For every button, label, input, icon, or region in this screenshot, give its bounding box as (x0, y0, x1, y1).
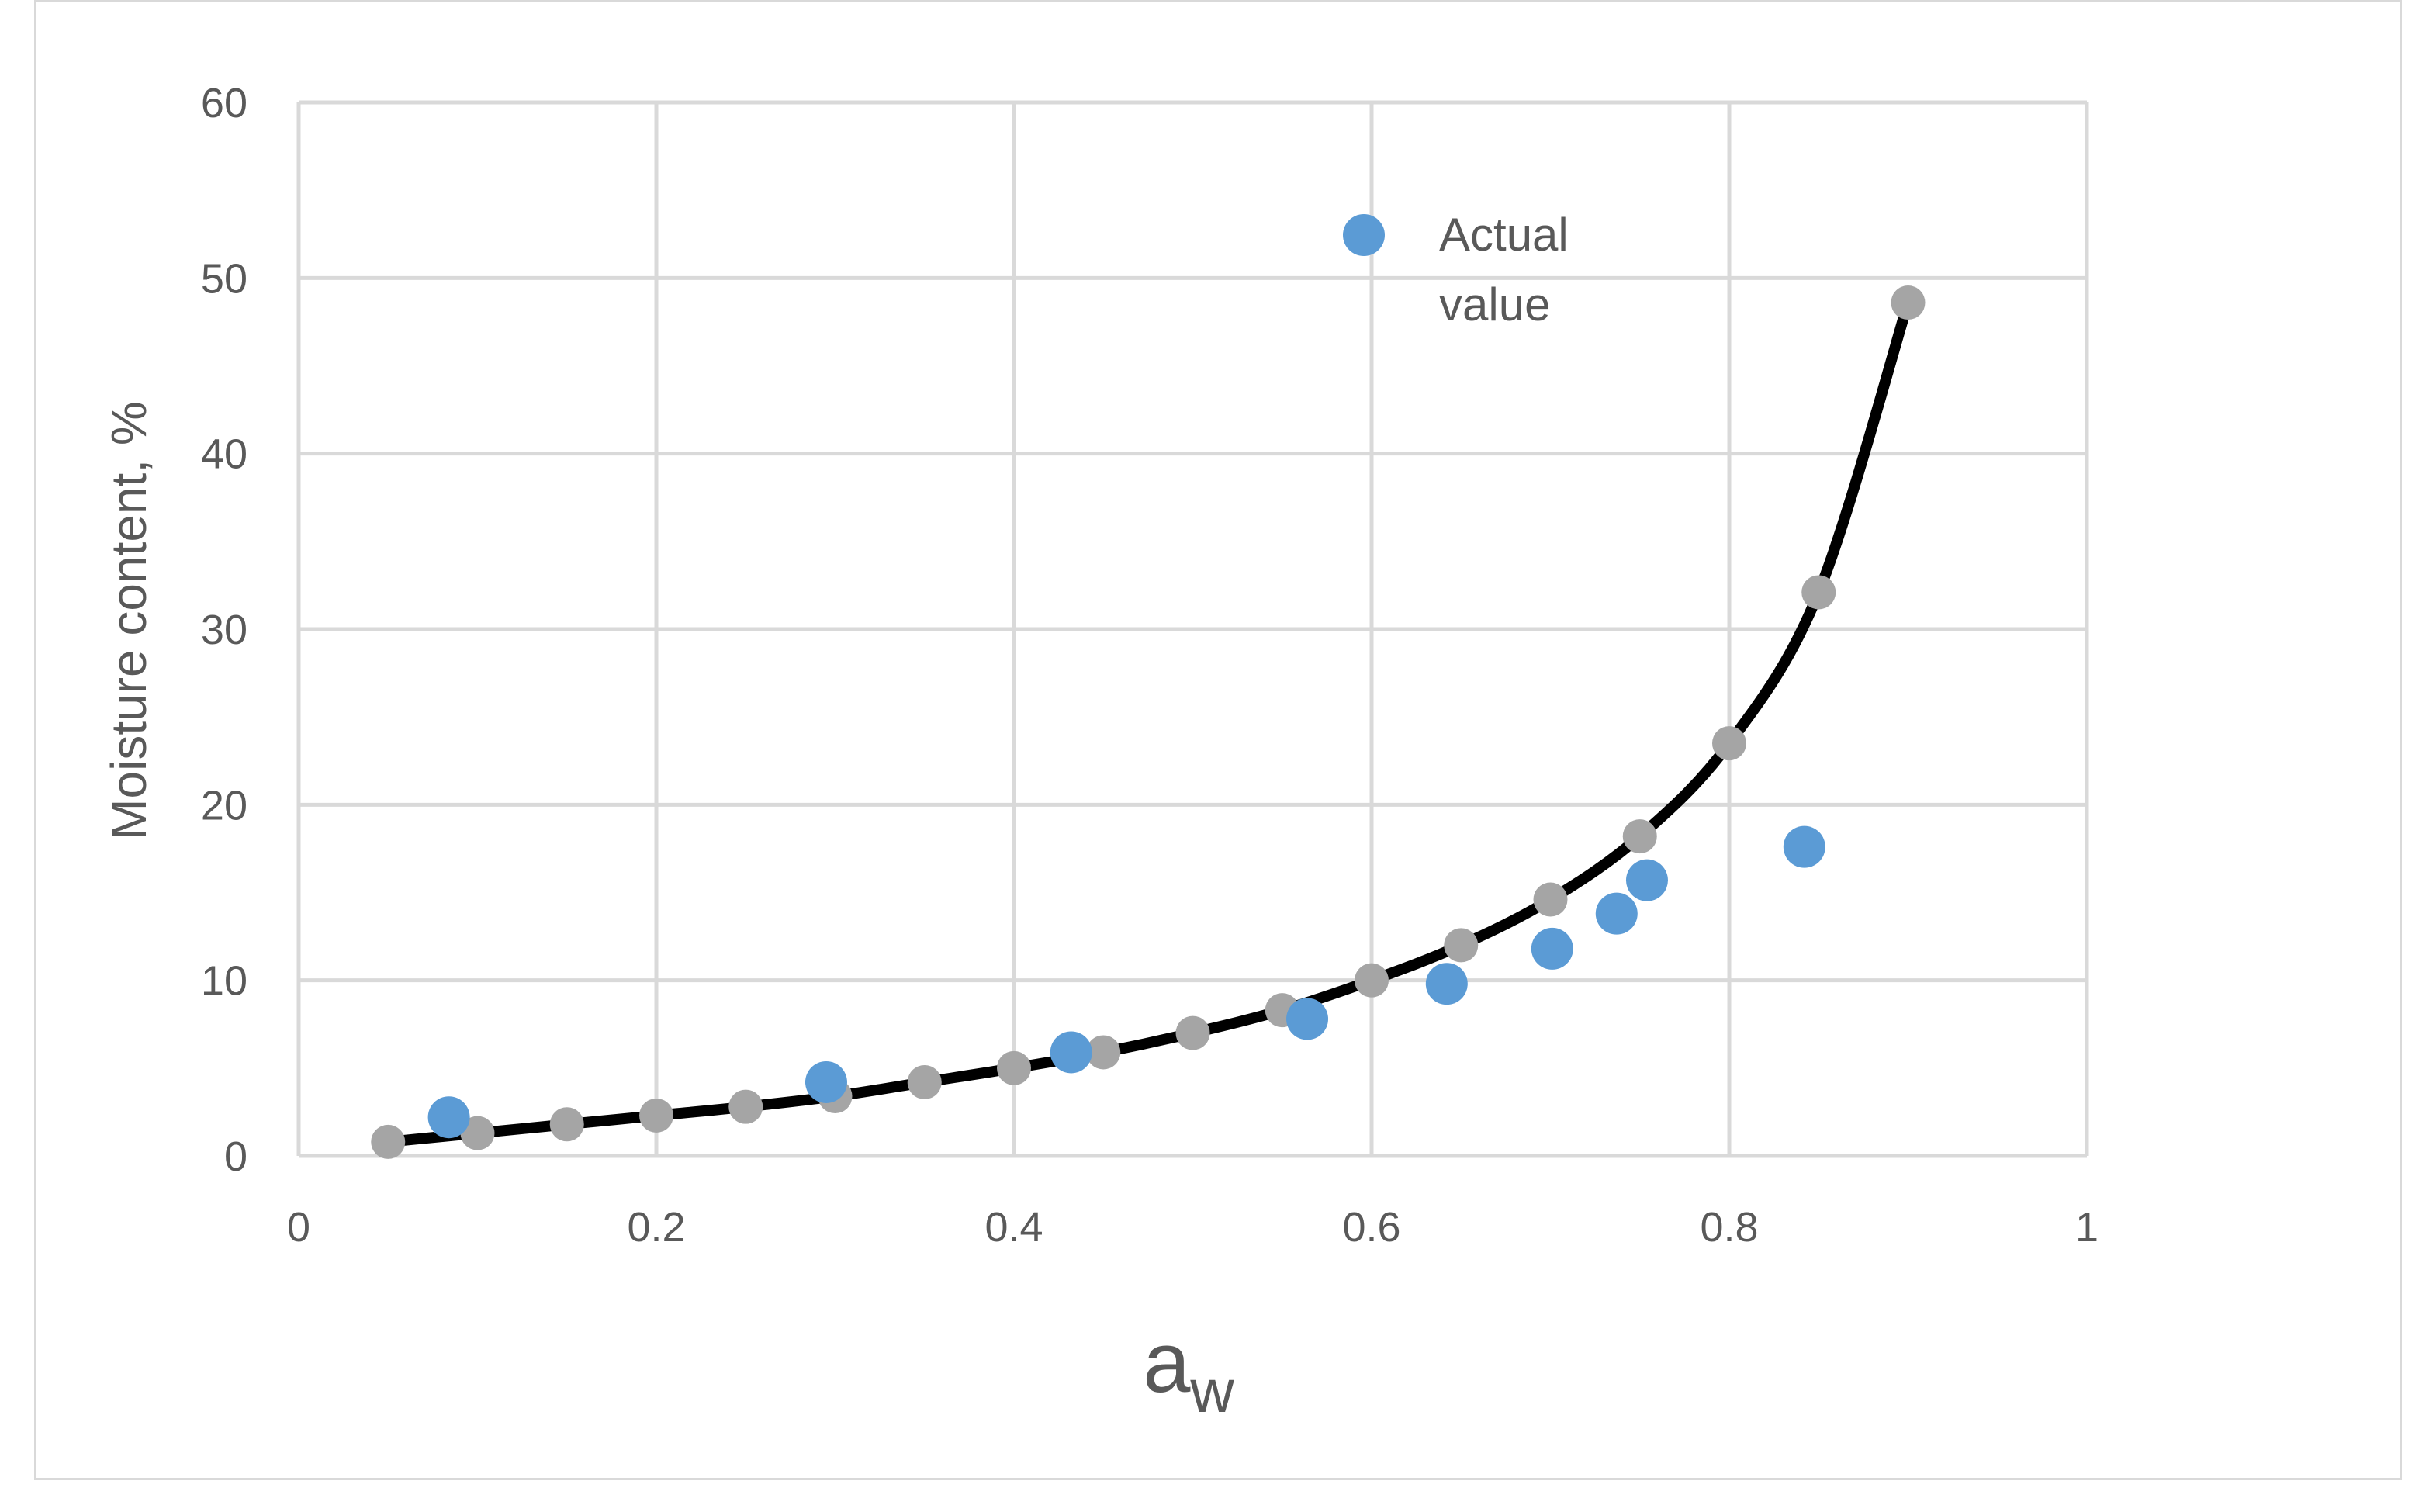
x-axis-title-subscript: w (1189, 1357, 1234, 1425)
legend: Actual value (1343, 209, 1581, 330)
fitted-point (549, 1107, 584, 1142)
actual-value-point (1050, 1031, 1092, 1074)
fitted-curve-line (382, 297, 1914, 1147)
fitted-point (1355, 963, 1389, 998)
fitted-point (1533, 882, 1568, 917)
actual-value-point (1531, 927, 1573, 970)
x-tick-label: 0.6 (1342, 1204, 1400, 1251)
y-axis-title: Moisture content, % (101, 401, 157, 840)
actual-value-point (1595, 892, 1638, 935)
gridlines (296, 100, 2089, 1158)
x-tick-label: 1 (2075, 1204, 2099, 1251)
fitted-point (371, 1124, 406, 1159)
legend-marker-actual-value (1343, 214, 1385, 256)
fitted-point (1444, 928, 1479, 963)
data-markers-layer (371, 285, 1926, 1159)
x-axis-tick-labels: 0 0.2 0.4 0.6 0.8 1 (287, 1204, 2099, 1251)
fitted-point (1801, 575, 1836, 610)
legend-label-line-1: Actual (1439, 209, 1569, 261)
y-tick-label: 20 (201, 782, 247, 829)
y-tick-label: 40 (201, 431, 247, 478)
legend-label-actual-value: Actual value (1439, 209, 1581, 330)
fitted-point (1086, 1035, 1121, 1070)
legend-label-line-2: value (1439, 279, 1550, 330)
y-tick-label: 50 (201, 255, 247, 302)
fitted-point (728, 1089, 763, 1124)
fitted-point (1891, 285, 1926, 320)
fitted-point (1622, 819, 1657, 854)
x-axis-title-main: a (1143, 1315, 1191, 1410)
y-axis-tick-labels: 0 10 20 30 40 50 60 (201, 80, 247, 1180)
x-tick-label: 0 (287, 1204, 310, 1251)
x-axis-title: aw (1143, 1315, 1234, 1425)
fitted-point (1175, 1015, 1210, 1050)
fitted-point (907, 1064, 942, 1099)
x-tick-label: 0.2 (627, 1204, 685, 1251)
actual-value-point (1286, 998, 1329, 1040)
fitted-curve-layer (382, 297, 1914, 1147)
actual-value-point (805, 1060, 847, 1103)
fitted-point (997, 1050, 1031, 1085)
y-tick-label: 0 (224, 1133, 247, 1180)
actual-value-point (427, 1096, 470, 1139)
fitted-point (460, 1116, 495, 1150)
y-tick-label: 60 (201, 80, 247, 126)
actual-value-point (1425, 963, 1468, 1005)
chart-frame (34, 0, 2402, 1480)
fitted-point (1712, 726, 1746, 761)
actual-value-point (1783, 825, 1825, 868)
fitted-point (639, 1098, 673, 1133)
actual-value-point (1625, 859, 1668, 901)
x-tick-label: 0.4 (984, 1204, 1043, 1251)
x-tick-label: 0.8 (1700, 1204, 1758, 1251)
y-tick-label: 10 (201, 958, 247, 1005)
y-tick-label: 30 (201, 607, 247, 653)
